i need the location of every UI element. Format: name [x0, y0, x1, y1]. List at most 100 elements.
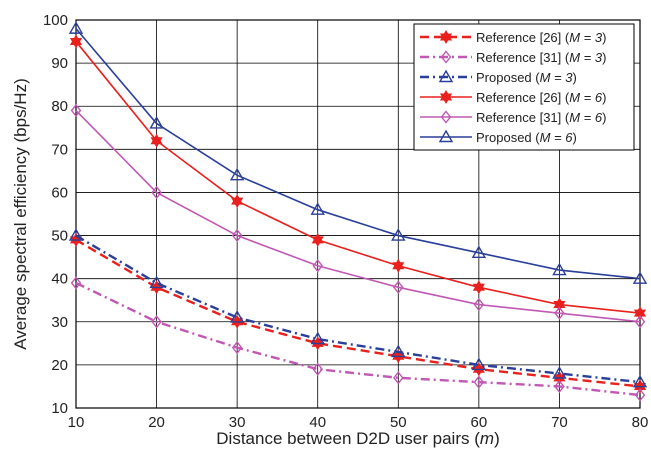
x-tick-label: 70 — [551, 414, 568, 431]
triangle-marker — [632, 374, 648, 388]
x-tick-label: 60 — [471, 414, 488, 431]
series-reference-31-m3 — [70, 276, 646, 402]
diamond-marker — [554, 379, 565, 394]
x-tick-labels: 10 20 30 40 50 60 70 80 — [68, 414, 649, 431]
star-marker — [633, 382, 647, 394]
diamond-marker — [231, 341, 243, 355]
triangle-marker — [552, 262, 567, 276]
series-layer — [68, 21, 648, 402]
y-tick-label: 40 — [51, 271, 68, 288]
x-axis-label: Distance between D2D user pairs (m) — [216, 429, 499, 448]
diamond-marker — [231, 228, 243, 243]
plot-frame — [75, 19, 641, 409]
star-marker — [311, 339, 324, 351]
triangle-marker — [391, 228, 406, 241]
series-line — [75, 234, 641, 384]
triangle-marker — [632, 271, 648, 284]
diamond-marker — [440, 110, 452, 124]
triangle-marker — [310, 202, 325, 215]
star-marker — [553, 301, 566, 312]
legend-item: Reference [26] (M = 3) — [420, 30, 606, 45]
diamond-marker — [473, 375, 485, 389]
star-marker — [472, 283, 485, 295]
star-marker — [231, 197, 244, 209]
diamond-marker — [634, 315, 646, 329]
star-marker — [439, 93, 453, 104]
legend-label: Reference [31] (M = 6) — [476, 110, 606, 125]
x-tick-label: 30 — [229, 414, 246, 431]
triangle-marker — [68, 228, 84, 241]
x-tick-label: 20 — [148, 414, 165, 431]
star-marker — [472, 365, 485, 377]
diamond-marker — [392, 371, 404, 385]
series-line — [75, 281, 641, 397]
triangle-marker — [552, 366, 567, 379]
diamond-marker — [70, 103, 82, 118]
triangle-marker — [438, 69, 454, 83]
legend-item: Reference [26] (M = 6) — [420, 90, 606, 105]
series-proposedm3 — [68, 228, 648, 388]
y-axis-label: Average spectral efficiency (bps/Hz) — [11, 78, 30, 350]
triangle-marker — [471, 245, 487, 258]
legend: Reference [26] (M = 3) Reference [31] (M … — [413, 23, 635, 151]
legend-item: Proposed (M = 6) — [420, 129, 577, 145]
star-marker — [150, 137, 163, 148]
legend-box — [413, 23, 635, 151]
legend-item: Reference [31] (M = 6) — [420, 110, 606, 125]
y-tick-label: 80 — [51, 98, 68, 115]
y-tick-label: 10 — [51, 400, 68, 417]
x-tick-label: 10 — [68, 414, 85, 431]
diamond-marker — [440, 50, 452, 64]
y-tick-label: 70 — [51, 141, 68, 158]
star-marker — [231, 318, 244, 329]
legend-item: Proposed (M = 3) — [420, 69, 577, 85]
triangle-marker — [438, 129, 454, 143]
diamond-marker — [70, 276, 82, 290]
triangle-marker — [229, 167, 245, 181]
triangle-marker — [471, 357, 487, 371]
triangle-marker — [229, 310, 245, 323]
triangle-marker — [149, 275, 164, 289]
diamond-marker — [392, 280, 404, 294]
star-marker — [392, 262, 405, 273]
triangle-marker — [149, 116, 164, 129]
triangle-marker — [391, 344, 406, 358]
series-line — [75, 109, 641, 323]
diamond-marker — [312, 362, 324, 376]
series-line — [75, 28, 641, 280]
x-tick-label: 50 — [390, 414, 407, 431]
star-marker — [150, 283, 163, 295]
triangle-marker — [68, 21, 84, 34]
diamond-marker — [151, 315, 162, 329]
diamond-marker — [554, 306, 565, 320]
series-reference-26-m6 — [69, 34, 647, 321]
x-tick-label: 40 — [309, 414, 326, 431]
y-tick-label: 100 — [43, 12, 68, 29]
legend-label: Proposed (M = 6) — [476, 130, 577, 145]
y-tick-label: 90 — [51, 55, 68, 72]
y-tick-label: 50 — [51, 228, 68, 245]
y-tick-labels: 10 20 30 40 50 60 70 80 90 100 — [43, 12, 68, 417]
legend-label: Reference [26] (M = 3) — [476, 30, 606, 45]
plot-border — [75, 19, 641, 409]
series-line — [75, 238, 641, 388]
triangle-marker — [310, 331, 325, 345]
series-line — [75, 41, 641, 314]
y-tick-label: 20 — [51, 357, 68, 374]
y-tick-label: 30 — [51, 314, 68, 331]
legend-item: Reference [31] (M = 3) — [420, 50, 606, 65]
star-marker — [633, 309, 647, 321]
star-marker — [439, 33, 453, 44]
series-reference-31-m6 — [70, 103, 646, 329]
diamond-marker — [312, 259, 324, 273]
legend-label: Reference [31] (M = 3) — [476, 50, 606, 65]
diamond-marker — [151, 185, 162, 200]
legend-label: Reference [26] (M = 6) — [476, 90, 606, 105]
star-marker — [69, 38, 83, 49]
star-marker — [392, 352, 405, 364]
series-proposedm6 — [68, 21, 648, 284]
diamond-marker — [473, 297, 485, 312]
legend-label: Proposed (M = 3) — [476, 70, 577, 85]
x-tick-label: 80 — [632, 414, 649, 431]
